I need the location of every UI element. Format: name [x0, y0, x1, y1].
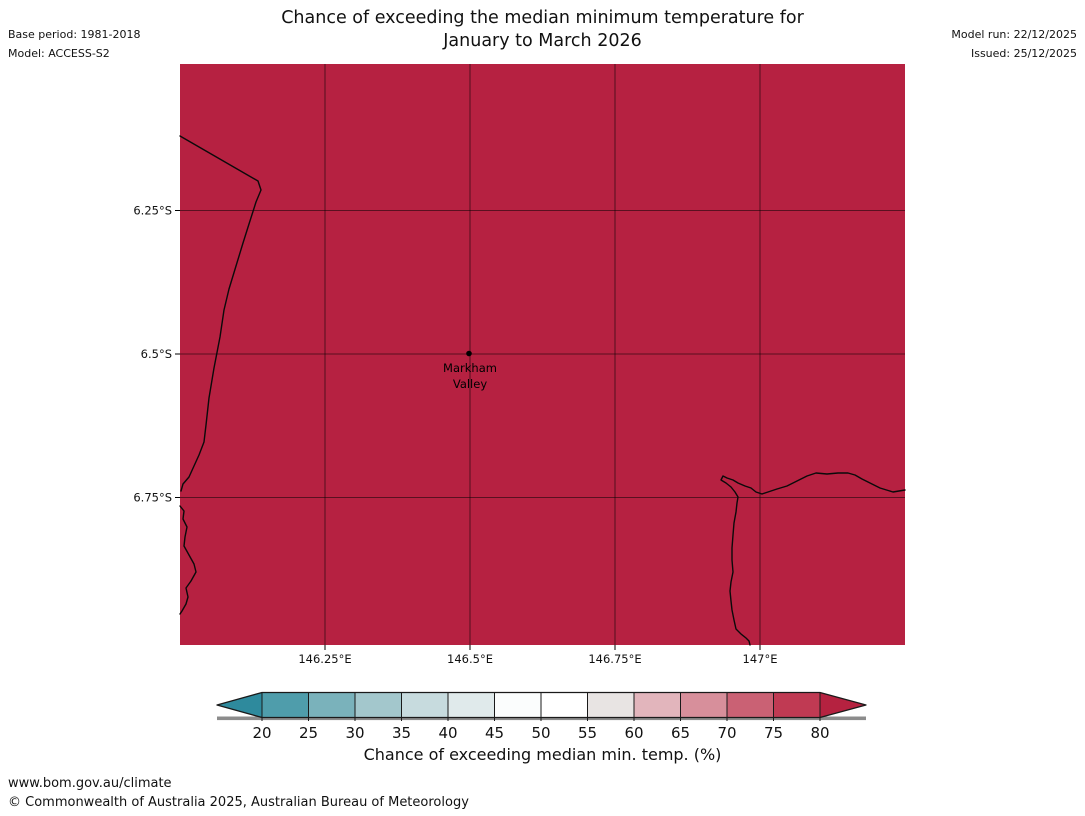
lon-tick-146-75e: 146.75°E	[588, 652, 641, 666]
colorbar-left-arrow	[217, 692, 262, 718]
map-fill-region	[180, 64, 905, 645]
model-metadata: Base period: 1981-2018 Model: ACCESS-S2	[8, 25, 140, 63]
colorbar-caption: Chance of exceeding median min. temp. (%…	[363, 745, 722, 764]
run-metadata: Model run: 22/12/2025 Issued: 25/12/2025	[951, 25, 1077, 63]
title-line-1: Chance of exceeding the median minimum t…	[281, 8, 804, 28]
lon-tick-146-5e: 146.5°E	[447, 652, 493, 666]
graticule-gridlines	[180, 64, 905, 645]
axis-ticks	[175, 210, 761, 650]
lon-tick-146-25e: 146.25°E	[298, 652, 351, 666]
colorbar-outline	[216, 691, 867, 719]
svg-text:60: 60	[624, 724, 643, 742]
page-title: Chance of exceeding the median minimum t…	[0, 7, 1085, 53]
markham-valley-label-line1: Markham	[443, 361, 497, 375]
svg-text:50: 50	[531, 724, 550, 742]
lat-tick-6-5s: 6.5°S	[141, 347, 172, 361]
copyright-text: © Commonwealth of Australia 2025, Austra…	[8, 795, 469, 810]
colorbar-dividers	[261, 692, 821, 721]
bom-climate-url: www.bom.gov.au/climate	[8, 776, 172, 791]
svg-text:25: 25	[299, 724, 318, 742]
base-period-text: Base period: 1981-2018	[8, 28, 141, 41]
map-plot: 6.25°S 6.5°S 6.75°S 146.25°E 146.5°E 146…	[133, 64, 906, 666]
colorbar: 20 25 30 35 40 45 50 55 60 65 70 75 80	[216, 691, 867, 742]
svg-text:70: 70	[717, 724, 736, 742]
model-run-text: Model run: 22/12/2025	[951, 28, 1077, 41]
svg-text:55: 55	[578, 724, 597, 742]
svg-text:35: 35	[392, 724, 411, 742]
lon-tick-147e: 147°E	[743, 652, 778, 666]
markham-valley-label-line2: Valley	[453, 377, 487, 391]
svg-text:40: 40	[438, 724, 457, 742]
svg-text:75: 75	[764, 724, 783, 742]
lat-tick-6-25s: 6.25°S	[133, 204, 172, 218]
issued-text: Issued: 25/12/2025	[970, 47, 1077, 60]
coastline-paths	[179, 135, 906, 646]
svg-text:20: 20	[252, 724, 271, 742]
colorbar-right-arrow	[820, 692, 866, 718]
colorbar-tick-labels: 20 25 30 35 40 45 50 55 60 65 70 75 80	[252, 724, 829, 742]
svg-text:45: 45	[485, 724, 504, 742]
model-name-text: Model: ACCESS-S2	[8, 47, 110, 60]
lat-tick-6-75s: 6.75°S	[133, 491, 172, 505]
markham-valley-marker-dot	[466, 350, 472, 357]
title-line-2: January to March 2026	[443, 31, 642, 51]
svg-text:65: 65	[671, 724, 690, 742]
svg-text:80: 80	[810, 724, 829, 742]
colorbar-segments	[262, 692, 820, 718]
svg-text:30: 30	[345, 724, 364, 742]
